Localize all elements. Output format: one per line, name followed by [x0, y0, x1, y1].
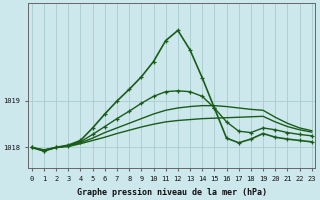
X-axis label: Graphe pression niveau de la mer (hPa): Graphe pression niveau de la mer (hPa) [77, 188, 267, 197]
